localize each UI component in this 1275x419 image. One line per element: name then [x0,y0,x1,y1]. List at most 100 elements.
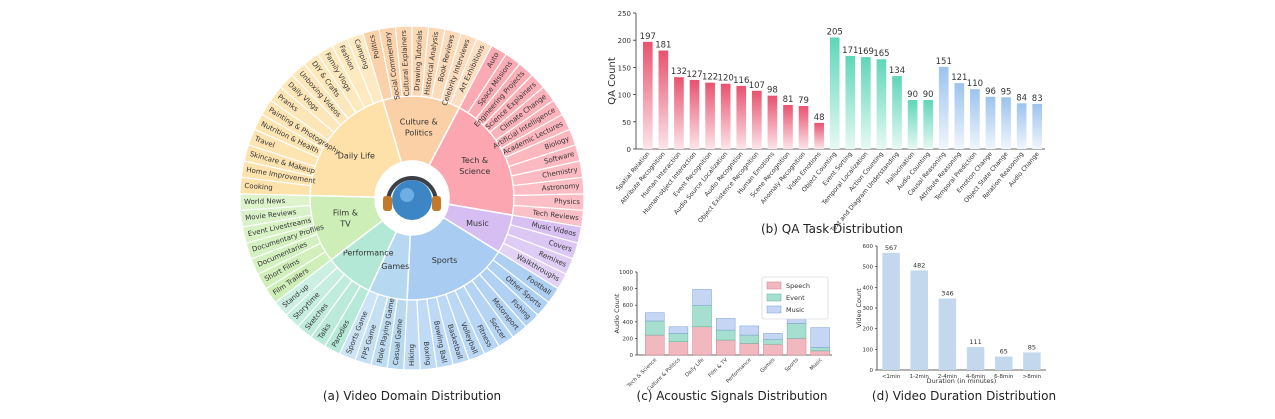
qa-value-label-8: 98 [767,86,778,96]
globe-highlight [400,188,414,202]
ac-xtick-label-4: Performance [725,357,752,384]
ac-xtick-label-2: Daily Life [684,357,705,378]
qa-bar-19 [938,66,949,149]
ac-bar-2-event [692,304,712,328]
ac-bar-4-music [739,325,760,336]
ac-bar-7-music [810,327,830,348]
qa-value-label-11: 48 [814,113,825,123]
qa-bar-18 [923,100,934,149]
ac-bar-6-event [786,323,807,339]
du-xtick-label-4: 6-8min [994,374,1014,380]
qa-value-label-13: 171 [842,46,858,56]
ac-legend-label-2: Music [786,306,805,314]
caption-b: (b) QA Task Distribution [761,222,903,236]
qa-bar-24 [1016,103,1027,149]
qa-ytick-label-2: 100 [618,92,631,100]
qa-value-label-16: 134 [889,66,905,76]
qa-value-label-24: 84 [1016,93,1027,103]
ac-bar-7-speech [810,350,830,356]
ac-ytick-label-3: 600 [623,303,634,309]
du-value-label-2: 346 [941,289,953,297]
qa-value-label-15: 165 [873,49,889,59]
du-xtick-label-1: 1-2min [910,374,930,380]
sunburst-inner-label-5: Performance [343,249,394,258]
du-value-label-0: 567 [885,244,897,252]
sunburst-outer-label-0-2: Cultural Explainers [400,30,411,97]
qa-bar-4 [705,82,715,149]
ac-legend-swatch-2 [766,305,782,314]
du-bar-2 [938,298,957,370]
du-ylabel: Video Count [855,288,863,328]
qa-bar-3 [689,79,700,149]
qa-bar-17 [907,100,918,149]
du-bar-1 [910,270,928,370]
qa-value-label-2: 132 [671,67,687,77]
du-xtick-label-5: >8min [1023,374,1042,380]
qa-value-label-0: 197 [640,32,656,42]
qa-bar-16 [892,76,902,149]
qa-value-label-3: 127 [686,70,702,80]
qa-value-label-5: 120 [718,74,734,84]
headphone-right-icon [432,196,441,211]
ac-bar-3-speech [715,339,736,356]
ac-ytick-label-1: 200 [623,336,634,342]
ac-xtick-label-7: Music [809,357,824,372]
ac-bar-7-event [810,347,830,352]
ac-bar-1-music [668,326,689,334]
ac-xtick-label-6: Sports [784,357,800,373]
du-xtick-label-0: <1min [882,374,901,380]
sunburst-outer-label-1-11: Physics [554,197,580,206]
qa-value-label-22: 96 [985,87,996,97]
qa-bar-0 [642,41,653,149]
qa-value-label-10: 79 [798,96,809,106]
qa-bar-14 [861,57,871,150]
qa-value-label-17: 90 [907,90,918,100]
qa-ytick-label-1: 50 [622,119,631,127]
du-ytick-label-1: 100 [863,347,874,353]
qa-value-label-14: 169 [858,47,874,57]
qa-bar-13 [845,55,856,150]
du-bar-4 [995,356,1013,370]
qa-value-label-18: 90 [923,90,934,100]
qa-value-label-23: 95 [1001,87,1012,97]
qa-value-label-21: 110 [967,79,983,89]
qa-bar-7 [751,90,762,149]
qa-bar-8 [767,95,778,149]
ac-legend-label-0: Speech [786,282,810,290]
sunburst-outer-label-6-6: World News [244,197,286,206]
sunburst-outer-label-1-10: Astronomy [541,182,579,193]
sunburst-outer-label-3-10: Hiking [408,344,416,366]
qa-value-label-9: 81 [783,95,794,105]
caption-d: (d) Video Duration Distribution [872,389,1056,403]
qa-value-label-25: 83 [1032,94,1043,104]
ac-bar-2-music [692,289,712,306]
qa-value-label-4: 122 [702,73,718,83]
ac-bar-5-music [763,333,783,340]
ac-bar-4-speech [739,343,760,356]
globe-icon [392,180,432,220]
qa-value-label-19: 151 [936,57,952,67]
qa-value-label-7: 107 [749,81,765,91]
sunburst-inner-label-0-b: Politics [405,128,433,137]
ac-ytick-label-5: 1000 [619,270,633,276]
sunburst-outer-label-7-0: Cooking [244,182,273,192]
qa-value-label-12: 205 [827,27,843,37]
sunburst-inner-label-1-b: Science [459,167,490,176]
sunburst-outer-label-3-9: Boxing [422,341,432,366]
qa-ytick-label-5: 250 [618,10,631,18]
ac-bar-5-event [763,338,783,345]
caption-c: (c) Acoustic Signals Distribution [637,389,828,403]
du-xlabel: Duration (in minutes) [927,377,997,385]
qa-bar-11 [814,122,824,149]
ac-xtick-label-3: Film & TV [707,357,729,379]
sunburst-outer-label-0-3: Drawing Tutorials [413,30,424,91]
qa-bar-5 [720,83,731,149]
qa-bar-20 [954,83,965,149]
du-bar-3 [966,347,985,370]
ac-legend-swatch-0 [766,281,782,290]
qa-bar-1 [658,50,669,150]
ac-legend-label-1: Event [786,294,805,302]
qa-ytick-label-3: 150 [618,64,631,72]
sunburst-inner-label-2: Music [466,219,489,228]
